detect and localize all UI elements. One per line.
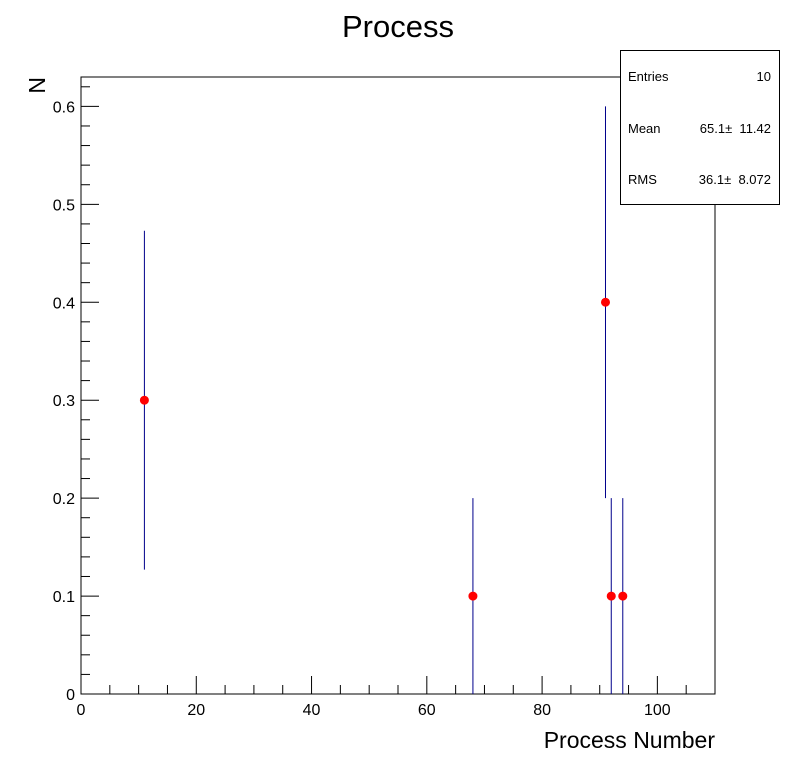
y-tick-label: 0.6 — [53, 99, 75, 116]
data-points — [139, 106, 628, 694]
data-point — [468, 591, 478, 601]
stats-rms-value: 36.1± 8.072 — [699, 172, 771, 187]
x-axis-tick-labels: 0 20 40 60 80 100 — [77, 702, 671, 719]
y-axis-label: N — [24, 77, 50, 94]
y-tick-label: 0.3 — [53, 393, 75, 410]
y-tick-label: 0 — [66, 687, 75, 704]
plot-frame — [80, 76, 716, 695]
y-tick-label: 0.2 — [53, 491, 75, 508]
stats-rms-label: RMS — [628, 172, 657, 187]
y-tick-label: 0.1 — [53, 589, 75, 606]
x-tick-label: 40 — [303, 702, 321, 719]
x-tick-label: 0 — [77, 702, 86, 719]
x-axis-ticks — [80, 676, 716, 694]
y-tick-label: 0.5 — [53, 197, 75, 214]
data-point — [606, 591, 616, 601]
y-axis-ticks — [81, 86, 99, 695]
data-point — [139, 395, 149, 405]
stats-box: Entries 10 Mean 65.1± 11.42 RMS 36.1± 8.… — [620, 50, 780, 205]
x-tick-label: 80 — [533, 702, 551, 719]
stats-mean-value: 65.1± 11.42 — [700, 121, 771, 136]
x-tick-label: 100 — [644, 702, 671, 719]
stats-entries-value: 10 — [757, 69, 771, 84]
y-axis-tick-labels: 0 0.1 0.2 0.3 0.4 0.5 0.6 — [53, 99, 75, 704]
stats-entries-label: Entries — [628, 69, 669, 84]
data-point — [600, 297, 610, 307]
x-axis-label: Process Number — [544, 727, 716, 753]
stats-mean-label: Mean — [628, 121, 661, 136]
x-tick-label: 60 — [418, 702, 436, 719]
x-tick-label: 20 — [187, 702, 205, 719]
chart-title: Process — [342, 9, 454, 44]
stats-box-frame — [620, 50, 780, 205]
y-tick-label: 0.4 — [53, 295, 75, 312]
data-point — [618, 591, 628, 601]
